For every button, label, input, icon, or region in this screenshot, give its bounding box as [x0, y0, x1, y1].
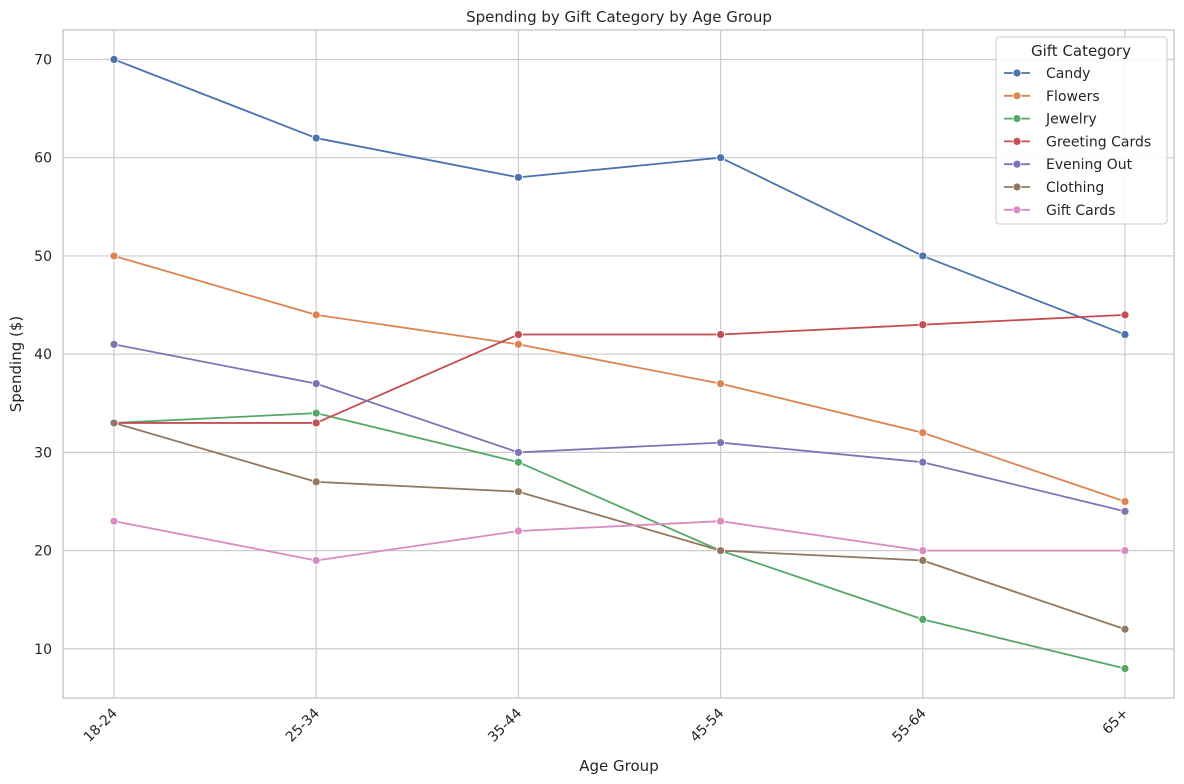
data-point-flowers: [918, 428, 928, 438]
series-line-jewelry: [113, 412, 1126, 670]
legend-swatch-marker: [1012, 205, 1022, 215]
data-point-gift-cards: [716, 516, 725, 526]
data-point-gift-cards: [109, 516, 119, 526]
legend-item-clothing: Clothing: [1004, 180, 1104, 196]
data-point-evening-out: [109, 339, 119, 349]
legend-item-flowers: Flowers: [1004, 89, 1100, 105]
data-point-gift-cards: [514, 526, 523, 536]
data-point-candy: [716, 153, 725, 163]
y-tick-label: 50: [34, 249, 52, 265]
data-point-flowers: [109, 251, 119, 261]
legend-swatch-marker: [1012, 182, 1022, 192]
data-point-flowers: [716, 379, 725, 389]
x-tick-label: 45-54: [687, 705, 727, 745]
series-line-flowers: [113, 255, 1126, 503]
data-point-jewelry: [514, 457, 523, 467]
x-tick-label: 55-64: [890, 705, 930, 745]
legend: Gift Category Candy Flowers Jewelry Greetin…: [995, 36, 1168, 225]
legend-box: [995, 36, 1168, 225]
data-point-greeting-cards: [1120, 310, 1130, 320]
x-axis-title: Age Group: [579, 757, 658, 775]
data-point-evening-out: [311, 379, 321, 389]
legend-label: Greeting Cards: [1046, 134, 1151, 150]
legend-item-greeting-cards: Greeting Cards: [1004, 134, 1151, 150]
data-point-greeting-cards: [311, 418, 321, 428]
data-point-candy: [311, 133, 321, 143]
data-point-jewelry: [311, 408, 321, 418]
series-line-greeting-cards: [114, 313, 1126, 424]
series-line-candy: [113, 58, 1126, 336]
y-tick-label: 10: [34, 642, 52, 658]
data-point-evening-out: [918, 457, 928, 467]
data-point-jewelry: [918, 615, 928, 624]
y-tick-label: 40: [34, 347, 52, 363]
legend-item-candy: Candy: [1004, 66, 1090, 82]
legend-item-evening-out: Evening Out: [1004, 157, 1133, 173]
series-lines: [113, 58, 1126, 670]
data-point-clothing: [918, 556, 928, 565]
legend-swatch-marker: [1012, 68, 1022, 78]
y-tick-label: 30: [34, 445, 52, 461]
legend-swatch-marker: [1012, 114, 1022, 123]
data-point-gift-cards: [311, 556, 321, 565]
data-point-greeting-cards: [716, 330, 725, 339]
data-point-candy: [109, 55, 119, 64]
data-point-clothing: [1120, 624, 1130, 634]
legend-title: Gift Category: [1031, 42, 1131, 60]
data-point-flowers: [1120, 497, 1130, 506]
series-line-clothing: [113, 422, 1126, 631]
data-point-clothing: [514, 487, 523, 497]
data-point-candy: [514, 172, 523, 182]
data-point-candy: [918, 251, 928, 261]
x-tick-label: 65+: [1100, 706, 1132, 738]
series-points: [109, 55, 1130, 673]
data-point-evening-out: [1120, 506, 1130, 516]
x-tick-label: 35-44: [485, 705, 525, 745]
data-point-flowers: [514, 339, 523, 349]
x-tick-label: 18-24: [81, 705, 121, 745]
y-tick-labels: 10 20 30 40 50 60 70: [34, 52, 52, 657]
y-axis-title: Spending ($): [7, 316, 25, 413]
legend-item-gift-cards: Gift Cards: [1004, 203, 1115, 219]
chart-title: Spending by Gift Category by Age Group: [466, 8, 772, 26]
legend-swatch-marker: [1012, 136, 1022, 146]
data-point-jewelry: [1120, 664, 1130, 673]
series-line-evening-out: [113, 343, 1126, 513]
data-point-evening-out: [716, 438, 725, 447]
legend-label: Gift Cards: [1046, 203, 1115, 219]
data-point-gift-cards: [918, 546, 928, 556]
legend-label: Evening Out: [1046, 157, 1133, 173]
legend-label: Flowers: [1046, 89, 1100, 105]
data-point-gift-cards: [1120, 546, 1130, 556]
data-point-clothing: [109, 418, 119, 428]
legend-item-jewelry: Jewelry: [1004, 112, 1097, 128]
y-tick-label: 60: [34, 151, 52, 167]
data-point-clothing: [716, 546, 725, 556]
x-tick-labels: 18-24 25-34 35-44 45-54 55-64 65+: [81, 705, 1132, 745]
data-point-flowers: [311, 310, 321, 320]
series-line-gift-cards: [113, 520, 1125, 562]
data-point-candy: [1120, 330, 1130, 339]
y-tick-label: 20: [34, 544, 52, 560]
data-point-greeting-cards: [918, 320, 928, 330]
legend-swatch-marker: [1012, 91, 1022, 101]
data-point-greeting-cards: [514, 330, 523, 339]
data-point-clothing: [311, 477, 321, 487]
x-tick-label: 25-34: [283, 705, 323, 745]
y-tick-label: 70: [34, 52, 52, 68]
legend-items: Candy Flowers Jewelry Greeting Cards Evening…: [1004, 66, 1151, 219]
legend-swatch-marker: [1012, 159, 1022, 169]
legend-label: Jewelry: [1045, 112, 1097, 128]
data-point-evening-out: [514, 448, 523, 457]
legend-label: Clothing: [1046, 180, 1104, 196]
legend-label: Candy: [1046, 66, 1090, 82]
